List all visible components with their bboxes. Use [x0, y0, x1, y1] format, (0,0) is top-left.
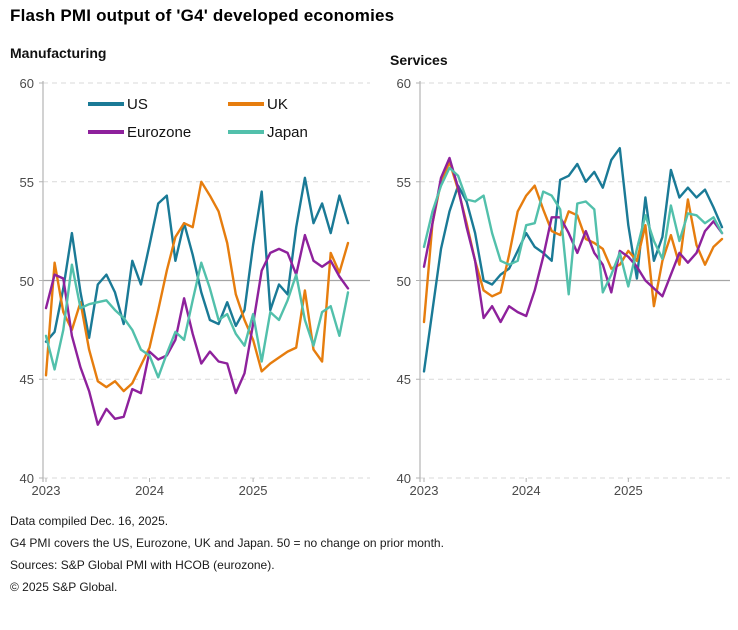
services-line-us [422, 146, 724, 373]
y-axis-label-45: 45 [396, 372, 411, 388]
footer-note-coverage: G4 PMI covers the US, Eurozone, UK and J… [10, 536, 444, 550]
legend-label-japan: Japan [267, 123, 308, 141]
japan-line-swatch-icon [228, 130, 264, 134]
x-axis-label-2025: 2025 [238, 483, 268, 498]
legend-item-japan: Japan [228, 123, 308, 141]
y-axis-label-50: 50 [19, 273, 34, 289]
x-axis-label-2023: 2023 [409, 483, 439, 498]
us-line-swatch-icon [88, 102, 124, 106]
manufacturing-chart-title: Manufacturing [10, 45, 107, 61]
page-title: Flash PMI output of 'G4' developed econo… [10, 6, 395, 25]
legend-label-uk: UK [267, 95, 288, 113]
manufacturing-line-eurozone [44, 233, 350, 426]
services-chart-title: Services [390, 52, 448, 68]
legend-label-us: US [127, 95, 148, 113]
x-axis-label-2025: 2025 [613, 483, 643, 498]
y-axis-label-40: 40 [19, 471, 34, 486]
legend-item-us: US [88, 95, 148, 113]
line-charts-plot-area [39, 81, 730, 482]
y-axis-label-55: 55 [19, 174, 34, 190]
y-axis-label-45: 45 [19, 372, 34, 388]
manufacturing-line-us [44, 176, 350, 343]
eurozone-line-swatch-icon [88, 130, 124, 134]
services-line-japan [422, 166, 724, 296]
y-axis-label-60: 60 [19, 76, 34, 91]
x-axis-label-2023: 2023 [31, 483, 61, 498]
legend-item-uk: UK [228, 95, 288, 113]
y-axis-label-50: 50 [396, 273, 411, 289]
y-axis-label-40: 40 [396, 471, 411, 486]
legend-item-eurozone: Eurozone [88, 123, 191, 141]
footer-note-compiled: Data compiled Dec. 16, 2025. [10, 514, 169, 528]
y-axis-label-60: 60 [396, 76, 411, 91]
legend-label-eurozone: Eurozone [127, 123, 192, 141]
footer-note-copyright: © 2025 S&P Global. [10, 580, 118, 594]
y-axis-label-55: 55 [396, 174, 411, 190]
manufacturing-line-japan [44, 261, 350, 379]
footer-note-sources: Sources: S&P Global PMI with HCOB (euroz… [10, 558, 275, 572]
manufacturing-line-uk [44, 180, 350, 393]
x-axis-label-2024: 2024 [135, 483, 164, 498]
x-axis-label-2024: 2024 [511, 483, 541, 498]
uk-line-swatch-icon [228, 102, 264, 106]
